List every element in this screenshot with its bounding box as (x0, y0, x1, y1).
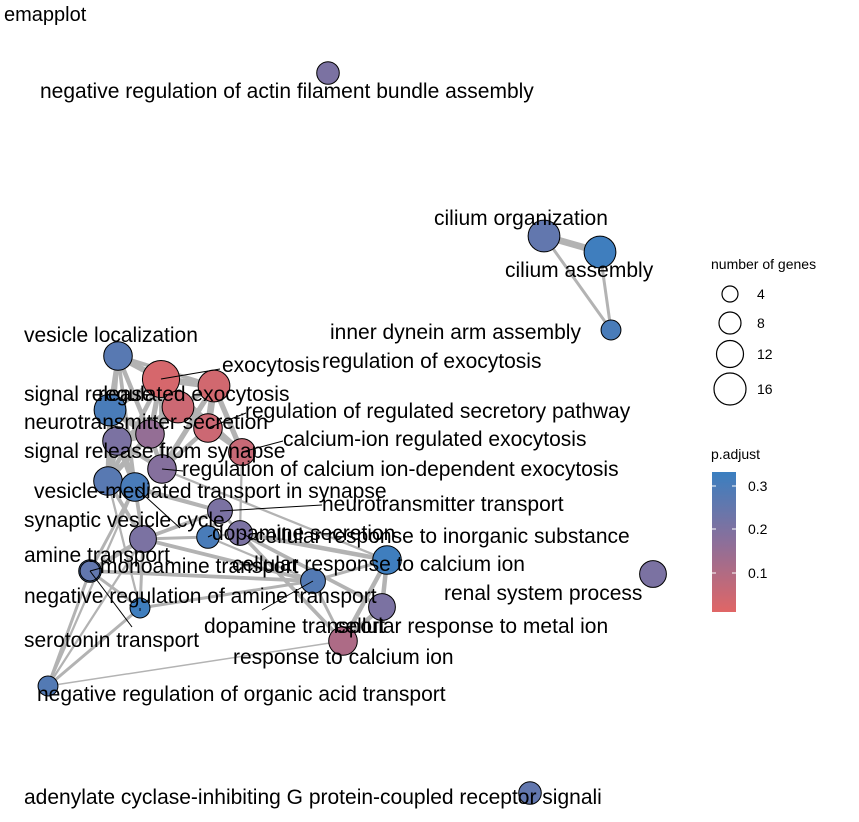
size-legend-label: 8 (757, 315, 765, 331)
label-leader-reg_reg_sec (207, 412, 247, 429)
node-layer (37, 61, 667, 805)
node-cilium_org (527, 219, 561, 253)
color-legend-tick-label: 0.3 (748, 478, 768, 494)
size-legend-label: 16 (757, 381, 773, 397)
node-label-neg_org_acid: negative regulation of organic acid tran… (37, 683, 446, 706)
edge-synaptic_vesicle-neg_org_acid (46, 485, 137, 688)
color-legend-tick-label: 0.2 (748, 521, 768, 537)
node-label-renal: renal system process (444, 582, 642, 605)
node-label-vesicle_mediated: vesicle-mediated transport in synapse (34, 480, 387, 503)
node-vesicle_loc (103, 341, 133, 371)
node-cilium_asm (583, 235, 617, 269)
label-leader-nt_transport (219, 504, 323, 512)
size-legend-label: 4 (757, 286, 765, 302)
node-neg_actin (316, 61, 340, 85)
node-regulated_exo (161, 390, 195, 424)
node-label-signal_release: signal release (24, 383, 154, 406)
edge-vesicle_mediated-neg_amine (106, 479, 142, 610)
edge-synaptic_vesicle-monoamine_transport (88, 485, 137, 573)
label-leader-dopamine_transport (261, 580, 314, 611)
size-legend-circle-4 (721, 285, 739, 303)
color-legend-tick-label: 0.1 (748, 565, 768, 581)
node-renal (639, 560, 667, 588)
node-label-monoamine_transport: monoamine transport (100, 555, 299, 578)
node-label-synaptic_vesicle: synaptic vesicle cycle (24, 509, 225, 532)
node-resp_ca (328, 626, 358, 656)
node-label-serotonin: serotonin transport (24, 629, 199, 652)
legend: number of genes 4 8 12 16 p.adjust 0.3 0… (711, 256, 816, 612)
label-leader-dopamine_secretion (207, 534, 213, 538)
node-label-cell_resp_inorg: cellular response to inorganic substance (255, 525, 630, 548)
edge-neg_amine-neg_org_acid (46, 606, 142, 688)
node-label-exocytosis: exocytosis (222, 354, 320, 377)
label-leader-serotonin (89, 570, 133, 628)
edge-monoamine_transport-dopamine_transport (88, 569, 315, 583)
edge-neg_org_acid-resp_ca (47, 640, 344, 687)
label-layer: negative regulation of actin filament bu… (24, 80, 654, 809)
node-inner_dynein (600, 319, 622, 341)
edge-cell_resp_inorg-resp_ca (238, 531, 345, 643)
node-signal_release_syn (102, 426, 132, 456)
node-label-neg_amine: negative regulation of amine transport (24, 585, 377, 608)
label-leader-cell_resp_inorg (239, 532, 257, 541)
label-leader-synaptic_vesicle (134, 486, 181, 529)
edge-monoamine_transport-neg_org_acid (46, 569, 92, 688)
size-legend-title: number of genes (711, 256, 816, 272)
node-label-reg_reg_sec: regulation of regulated secretory pathwa… (245, 400, 631, 423)
edge-dopamine_secretion-dopamine_transport (206, 535, 315, 583)
label-leader-reg_ca_dep_exo (161, 468, 184, 472)
chart-title: emapplot (4, 4, 87, 26)
label-leader-exocytosis (160, 368, 221, 380)
node-label-cilium_org: cilium organization (434, 207, 608, 230)
node-label-cell_resp_metal: cellular response to metal ion (335, 615, 608, 638)
node-label-amine_transport: amine transport (24, 544, 170, 567)
node-signal_release (93, 393, 127, 427)
color-legend-bar (712, 472, 736, 612)
node-label-nt_transport: neurotransmitter transport (322, 493, 564, 516)
node-cell_resp_metal (368, 593, 396, 621)
node-neg_org_acid (37, 675, 59, 697)
edge-cell_resp_ca-cell_resp_inorg (237, 530, 390, 563)
edge-reg_ca_dep_exo-cell_resp_ca (160, 467, 389, 562)
size-legend-circle-12 (715, 339, 745, 369)
node-label-neg_actin: negative regulation of actin filament bu… (40, 80, 534, 103)
node-label-dopamine_secretion: dopamine secretion (212, 522, 395, 545)
node-label-resp_ca: response to calcium ion (233, 646, 454, 669)
size-legend-circle-16 (713, 372, 747, 406)
edge-neg_amine-dopamine_transport (138, 579, 315, 610)
node-label-ca_reg_exo: calcium-ion regulated exocytosis (283, 428, 586, 451)
edge-amine_transport-dopamine_transport (141, 537, 315, 583)
node-label-reg_ca_dep_exo: regulation of calcium ion-dependent exoc… (182, 458, 619, 481)
node-label-nt_secretion: neurotransmitter secretion (24, 411, 268, 434)
node-cell_resp_ca (372, 545, 402, 575)
node-label-reg_exo: regulation of exocytosis (322, 350, 541, 373)
node-label-cilium_asm: cilium assembly (505, 259, 654, 282)
node-adenylate (518, 781, 542, 805)
node-label-vesicle_loc: vesicle localization (24, 324, 198, 347)
node-amine_transport (129, 525, 157, 553)
size-legend-circle-8 (718, 311, 742, 335)
node-label-dopamine_transport: dopamine transport (204, 615, 385, 638)
node-label-signal_release_syn: signal release from synapse (24, 440, 285, 463)
edge-amine_transport-neg_org_acid (46, 537, 145, 688)
node-label-inner_dynein: inner dynein arm assembly (330, 321, 581, 344)
edge-cell_resp_ca-resp_ca (340, 557, 390, 644)
edge-cilium_org-inner_dynein (542, 234, 613, 332)
color-legend-title: p.adjust (711, 446, 760, 462)
node-nt_secretion (135, 419, 165, 449)
size-legend-label: 12 (757, 346, 773, 362)
node-label-cell_resp_ca: cellular response to calcium ion (232, 553, 525, 576)
label-leader-ca_reg_exo (241, 440, 284, 453)
label-leader-monoamine_transport (89, 567, 102, 572)
node-label-adenylate: adenylate cyclase-inhibiting G protein-c… (24, 786, 602, 809)
node-label-regulated_exo: regulated exocytosis (98, 383, 289, 406)
